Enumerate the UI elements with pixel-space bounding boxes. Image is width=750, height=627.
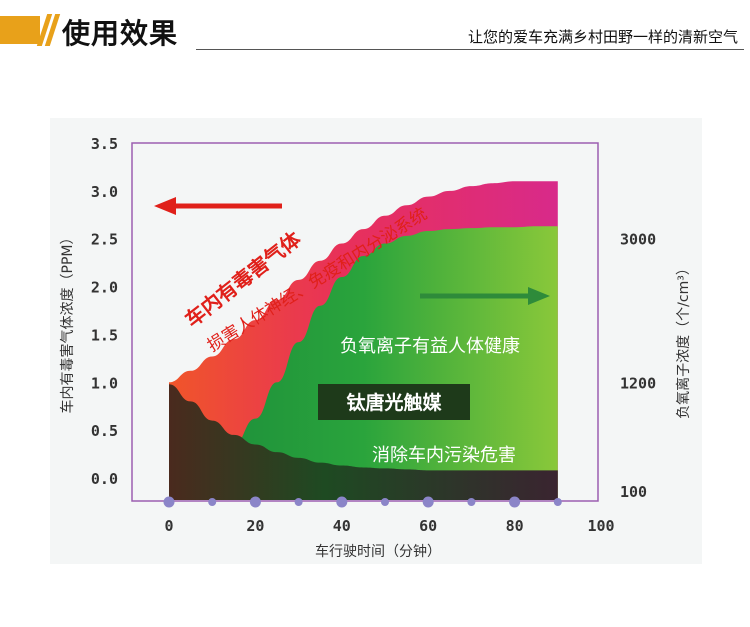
- y-tick-label: 3.5: [91, 135, 118, 153]
- x-tick-label: 20: [246, 517, 264, 535]
- right-axis-title: 负氧离子浓度（个/cm³）: [675, 261, 692, 419]
- product-badge: [318, 384, 470, 420]
- section-subtitle: 让您的爱车充满乡村田野一样的清新空气: [467, 28, 738, 46]
- axis-dot: [294, 498, 303, 506]
- ion-label: 负氧离子有益人体健康: [340, 336, 520, 357]
- y-tick-label: 1.0: [91, 374, 118, 392]
- x-tick-label: 40: [333, 517, 351, 535]
- elimination-area: [169, 384, 558, 500]
- x-tick-label: 60: [419, 517, 437, 535]
- y-tick-label: 0.5: [91, 422, 118, 440]
- eliminate-label: 消除车内污染危害: [372, 445, 516, 466]
- left-axis: 0.0 0.5 1.0 1.5 2.0 2.5 3.0 3.5: [91, 135, 118, 488]
- right-tick-label: 1200: [620, 374, 656, 392]
- y-tick-label: 2.5: [91, 231, 118, 249]
- green-arrow-icon: [420, 287, 550, 305]
- axis-dot: [553, 498, 562, 506]
- axis-dot: [336, 496, 348, 508]
- section-title: 使用效果: [62, 17, 179, 50]
- right-axis: 3000 1200 100: [620, 231, 656, 501]
- product-label: 钛唐光触媒: [346, 391, 442, 414]
- axis-dot: [509, 496, 521, 508]
- section-header: 使用效果 让您的爱车充满乡村田野一样的清新空气: [0, 0, 750, 60]
- axis-dot: [422, 496, 434, 508]
- axis-dot: [381, 498, 389, 506]
- accent-bar: [0, 16, 40, 44]
- axis-dots: [163, 496, 562, 508]
- y-tick-label: 3.0: [91, 183, 118, 201]
- right-tick-label: 100: [620, 483, 647, 501]
- x-axis-title: 车行驶时间（分钟）: [315, 543, 441, 560]
- axis-dot: [208, 498, 217, 506]
- right-tick-label: 3000: [620, 231, 656, 249]
- x-axis: 0 20 40 60 80 100: [164, 517, 614, 535]
- y-tick-label: 1.5: [91, 326, 118, 344]
- red-arrow-icon: [154, 197, 282, 215]
- y-tick-label: 2.0: [91, 279, 118, 297]
- header-rule: [196, 49, 744, 50]
- axis-dot: [249, 496, 261, 508]
- axis-dot: [467, 498, 476, 506]
- x-tick-label: 0: [164, 517, 173, 535]
- axis-dot: [163, 496, 175, 508]
- x-tick-label: 80: [506, 517, 524, 535]
- y-tick-label: 0.0: [91, 470, 118, 488]
- left-axis-title: 车内有毒害气体浓度（PPM）: [59, 231, 76, 414]
- plot-frame: [131, 142, 599, 502]
- x-tick-label: 100: [587, 517, 614, 535]
